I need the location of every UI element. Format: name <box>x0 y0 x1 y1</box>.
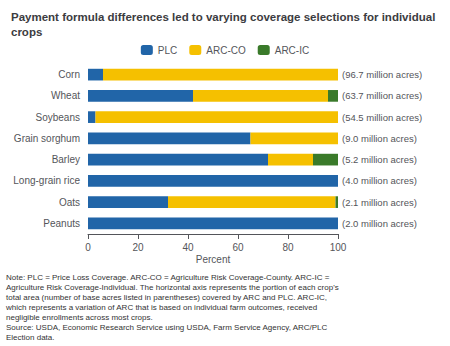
svg-text:(2.0 million acres): (2.0 million acres) <box>342 218 417 229</box>
svg-text:Corn: Corn <box>58 69 80 80</box>
svg-text:Long-grain rice: Long-grain rice <box>13 175 80 186</box>
svg-text:total area (number of base acr: total area (number of base acres listed … <box>6 293 327 302</box>
svg-text:Peanuts: Peanuts <box>43 218 80 229</box>
svg-text:(4.0 million acres): (4.0 million acres) <box>342 175 417 186</box>
svg-text:Election data.: Election data. <box>6 333 54 342</box>
svg-text:negligible enrollments across: negligible enrollments across most crops… <box>6 313 153 322</box>
svg-text:which represents a variation o: which represents a variation of ARC that… <box>5 303 317 312</box>
svg-text:60: 60 <box>232 242 244 253</box>
svg-text:20: 20 <box>132 242 144 253</box>
svg-text:Oats: Oats <box>59 197 80 208</box>
svg-text:ARC-IC: ARC-IC <box>275 45 309 56</box>
svg-text:(9.0 million acres): (9.0 million acres) <box>342 133 417 144</box>
svg-text:0: 0 <box>85 242 91 253</box>
svg-text:Wheat: Wheat <box>51 90 80 101</box>
svg-text:PLC: PLC <box>158 45 177 56</box>
svg-text:(63.7 million acres): (63.7 million acres) <box>342 90 422 101</box>
svg-text:100: 100 <box>330 242 347 253</box>
svg-text:(2.1 million acres): (2.1 million acres) <box>342 197 417 208</box>
svg-text:Note: PLC = Price Loss Coverag: Note: PLC = Price Loss Coverage. ARC-CO … <box>6 273 330 282</box>
svg-text:Percent: Percent <box>196 254 231 265</box>
svg-text:ARC-CO: ARC-CO <box>206 45 246 56</box>
svg-text:80: 80 <box>282 242 294 253</box>
svg-text:Soybeans: Soybeans <box>36 112 80 123</box>
svg-text:(96.7 million acres): (96.7 million acres) <box>342 69 422 80</box>
svg-text:Payment formula differences le: Payment formula differences led to varyi… <box>11 11 439 23</box>
svg-text:(5.2 million acres): (5.2 million acres) <box>342 154 417 165</box>
svg-text:Grain sorghum: Grain sorghum <box>14 133 80 144</box>
svg-text:(54.5 million acres): (54.5 million acres) <box>342 112 422 123</box>
svg-text:Source: USDA, Economic Researc: Source: USDA, Economic Research Service … <box>6 323 328 332</box>
svg-text:Agriculture Risk Coverage-Indi: Agriculture Risk Coverage-Individual. Th… <box>6 283 339 292</box>
svg-text:Barley: Barley <box>52 154 80 165</box>
svg-text:crops: crops <box>11 26 42 38</box>
svg-text:40: 40 <box>182 242 194 253</box>
